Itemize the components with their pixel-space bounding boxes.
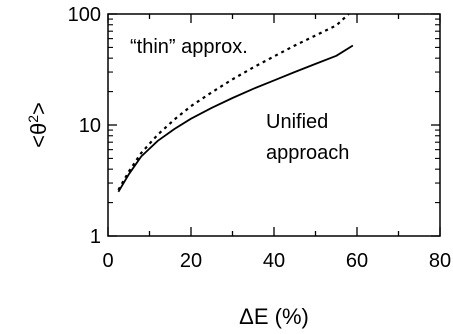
annotation-unified-line1: Unified — [266, 111, 328, 133]
x-axis-title: ΔE (%) — [239, 304, 309, 329]
x-tick-labels: 0 20 40 60 80 — [102, 250, 451, 272]
annotation-unified-line2: approach — [266, 142, 349, 164]
y-tick-labels: 1 10 100 — [68, 4, 101, 248]
plot-frame — [107, 13, 441, 237]
x-tick-label: 40 — [263, 250, 285, 272]
y-tick-label: 10 — [79, 115, 101, 137]
x-tick-label: 0 — [102, 250, 113, 272]
series-line-unified — [117, 44, 354, 193]
x-tick-label: 60 — [346, 250, 368, 272]
y-tick-label: 100 — [68, 4, 101, 26]
x-tick-label: 80 — [429, 250, 451, 272]
y-tick-label: 1 — [90, 226, 101, 248]
x-tick-label: 20 — [180, 250, 202, 272]
y-axis-title: <θ2> — [25, 102, 51, 148]
series-line-thin-approx — [117, 13, 350, 191]
series-layer — [117, 13, 354, 193]
annotation-thin: “thin” approx. — [130, 36, 248, 58]
